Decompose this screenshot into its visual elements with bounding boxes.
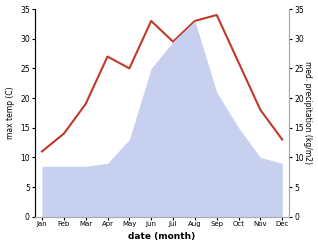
Y-axis label: med. precipitation (kg/m2): med. precipitation (kg/m2)	[303, 62, 313, 165]
X-axis label: date (month): date (month)	[128, 232, 196, 242]
Y-axis label: max temp (C): max temp (C)	[5, 87, 15, 139]
